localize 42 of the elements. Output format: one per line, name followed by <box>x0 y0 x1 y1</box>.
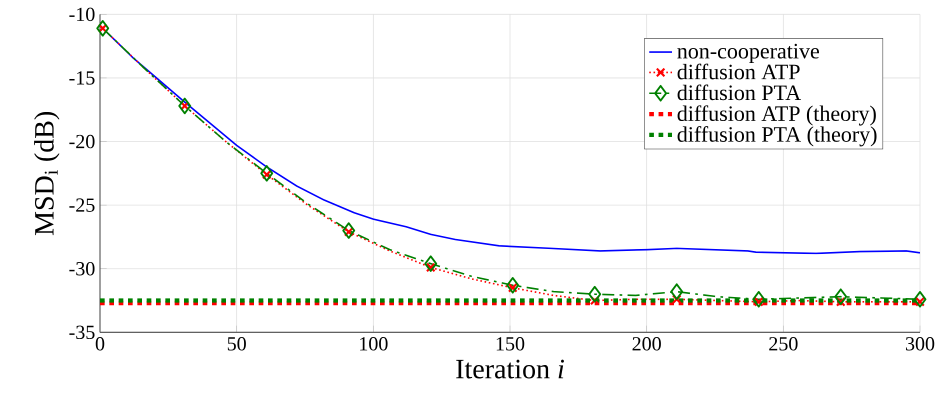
x-tick-label: 200 <box>632 337 661 351</box>
legend-label: diffusion PTA (theory) <box>678 126 877 146</box>
x-tick-label: 50 <box>228 337 246 351</box>
point <box>506 277 520 294</box>
x-tick-label: 300 <box>906 337 934 351</box>
point <box>670 283 684 300</box>
point <box>426 262 436 272</box>
legend-label: diffusion ATP <box>678 64 800 80</box>
x-tick-label: 150 <box>496 337 524 351</box>
point <box>96 20 110 37</box>
point <box>834 288 848 305</box>
point <box>754 296 764 307</box>
point <box>178 98 192 114</box>
point <box>98 23 108 34</box>
legend-label: diffusion PTA <box>678 84 801 100</box>
x-tick-label: 250 <box>769 337 798 351</box>
point <box>588 286 602 302</box>
point <box>424 255 438 272</box>
point <box>672 294 682 304</box>
point <box>914 290 926 308</box>
point <box>342 222 356 239</box>
point <box>590 296 600 306</box>
x-tick-label: 0 <box>96 337 104 351</box>
point <box>915 296 925 307</box>
legend-label: non-cooperative <box>677 44 819 64</box>
point <box>344 227 354 237</box>
point <box>262 170 272 180</box>
y-axis-title: MSD$_{i}$ (dB) <box>34 112 60 236</box>
point <box>508 282 518 293</box>
point <box>836 296 846 307</box>
y-tick-label: -20 <box>69 134 95 148</box>
y-tick-label: -25 <box>69 198 95 212</box>
point <box>180 101 190 111</box>
y-tick-label: -15 <box>69 71 95 85</box>
y-tick-label: -35 <box>69 326 95 340</box>
point <box>260 165 274 182</box>
y-tick-label: -10 <box>69 8 95 22</box>
y-tick-label: -30 <box>69 262 95 276</box>
x-axis-title: Iteration i <box>456 360 564 379</box>
x-tick-label: 100 <box>360 337 388 351</box>
point <box>752 290 766 308</box>
legend-label: diffusion ATP (theory) <box>678 105 876 126</box>
